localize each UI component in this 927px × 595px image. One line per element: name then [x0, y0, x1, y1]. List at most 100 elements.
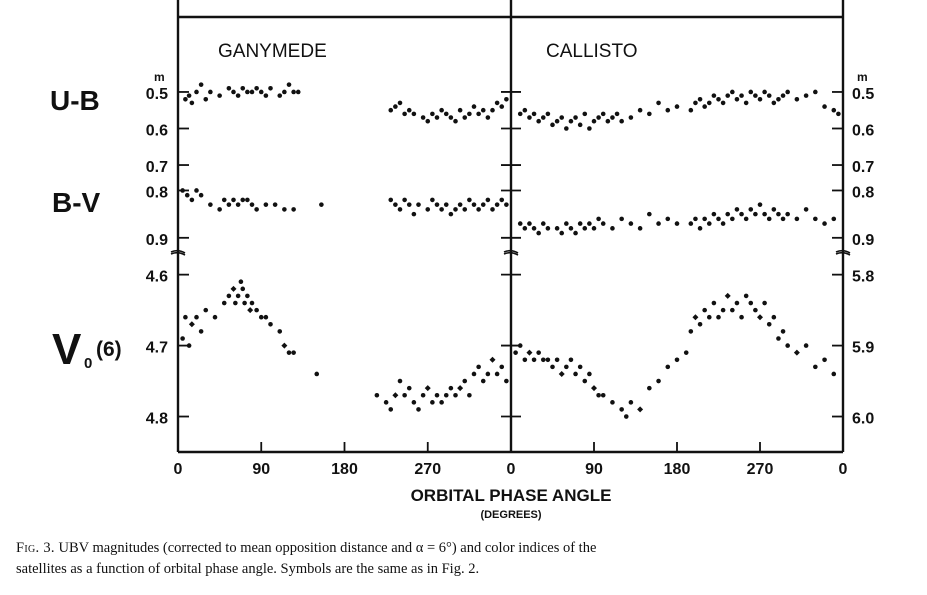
data-point: [614, 111, 620, 117]
data-point: [559, 230, 565, 236]
data-point: [656, 100, 661, 106]
data-point: [476, 111, 481, 117]
y-tick-label-left: 4.8: [146, 411, 168, 428]
data-point: [813, 89, 818, 95]
data-point: [743, 100, 749, 106]
data-point: [739, 211, 744, 217]
data-point: [619, 216, 624, 222]
data-point: [499, 104, 505, 109]
data-point: [554, 357, 560, 363]
data-point: [434, 202, 440, 207]
data-point: [281, 342, 288, 349]
data-point: [716, 96, 721, 102]
data-point: [785, 89, 790, 95]
data-point: [785, 343, 790, 348]
data-point: [249, 89, 255, 95]
data-point: [194, 314, 199, 320]
data-point: [739, 314, 744, 320]
data-point: [374, 392, 380, 398]
data-point: [480, 202, 486, 207]
data-point: [231, 89, 236, 95]
axis-break-mark: [503, 249, 519, 254]
data-point: [822, 221, 827, 226]
data-point: [610, 400, 615, 405]
data-point: [647, 385, 652, 391]
data-point: [277, 329, 283, 334]
data-point: [568, 118, 574, 124]
data-point: [425, 118, 431, 124]
data-point: [637, 226, 643, 231]
data-point: [665, 216, 671, 222]
data-point: [453, 207, 458, 212]
panel-title-ganymede: GANYMEDE: [218, 41, 327, 62]
y-tick-label-left: 4.7: [146, 340, 168, 357]
data-point: [420, 115, 426, 120]
data-point: [577, 221, 583, 226]
data-point: [295, 89, 301, 95]
data-point: [554, 226, 560, 231]
data-point: [711, 300, 717, 306]
data-point: [471, 371, 477, 377]
data-point: [258, 314, 264, 320]
caption-line-2: satellites as a function of orbital phas…: [16, 561, 480, 577]
data-point: [734, 207, 740, 212]
data-point: [420, 392, 426, 398]
data-point: [725, 93, 731, 98]
data-point: [499, 364, 505, 370]
data-point: [600, 392, 606, 398]
data-point: [485, 371, 491, 377]
data-point: [766, 322, 772, 327]
data-point: [424, 385, 431, 392]
data-point: [443, 202, 449, 207]
data-point: [393, 202, 398, 207]
axis-break-mark: [170, 249, 186, 254]
data-point: [233, 300, 238, 306]
data-point: [757, 96, 763, 102]
data-point: [198, 329, 204, 334]
data-point: [189, 197, 195, 203]
data-point: [753, 93, 758, 98]
data-point: [743, 216, 749, 222]
data-point: [558, 370, 565, 377]
data-point: [471, 202, 477, 207]
data-point: [582, 226, 588, 231]
data-point: [813, 364, 818, 370]
data-point: [457, 107, 463, 113]
data-point: [504, 202, 509, 207]
data-point: [531, 226, 537, 231]
data-point: [291, 207, 296, 212]
data-point: [766, 216, 772, 222]
data-point: [600, 221, 606, 226]
data-point: [522, 107, 528, 113]
data-point: [462, 115, 468, 120]
data-point: [194, 89, 199, 95]
data-point: [753, 211, 758, 217]
data-point: [240, 197, 246, 203]
data-point: [711, 93, 717, 98]
data-point: [600, 111, 606, 117]
data-point: [720, 100, 726, 106]
data-point: [748, 300, 754, 306]
data-point: [457, 202, 463, 207]
data-point: [711, 211, 717, 217]
data-point: [776, 96, 781, 102]
data-point: [186, 343, 192, 348]
data-point: [282, 207, 287, 212]
data-point: [388, 107, 394, 113]
mag-superscript-left: m: [154, 70, 165, 84]
y-tick-label-left: 0.6: [146, 123, 168, 140]
row-label-v-subscript: 0: [84, 355, 92, 372]
data-point: [813, 216, 818, 222]
axis-break-mark: [835, 249, 851, 254]
data-point: [504, 96, 509, 102]
data-point: [794, 216, 800, 222]
data-point: [230, 285, 237, 292]
data-point: [656, 378, 661, 384]
data-point: [628, 400, 634, 405]
row-label-bv: B-V: [52, 187, 101, 218]
data-point: [739, 93, 744, 98]
data-point: [545, 226, 551, 231]
data-point: [268, 86, 273, 91]
data-point: [674, 357, 680, 363]
data-point: [268, 322, 273, 327]
